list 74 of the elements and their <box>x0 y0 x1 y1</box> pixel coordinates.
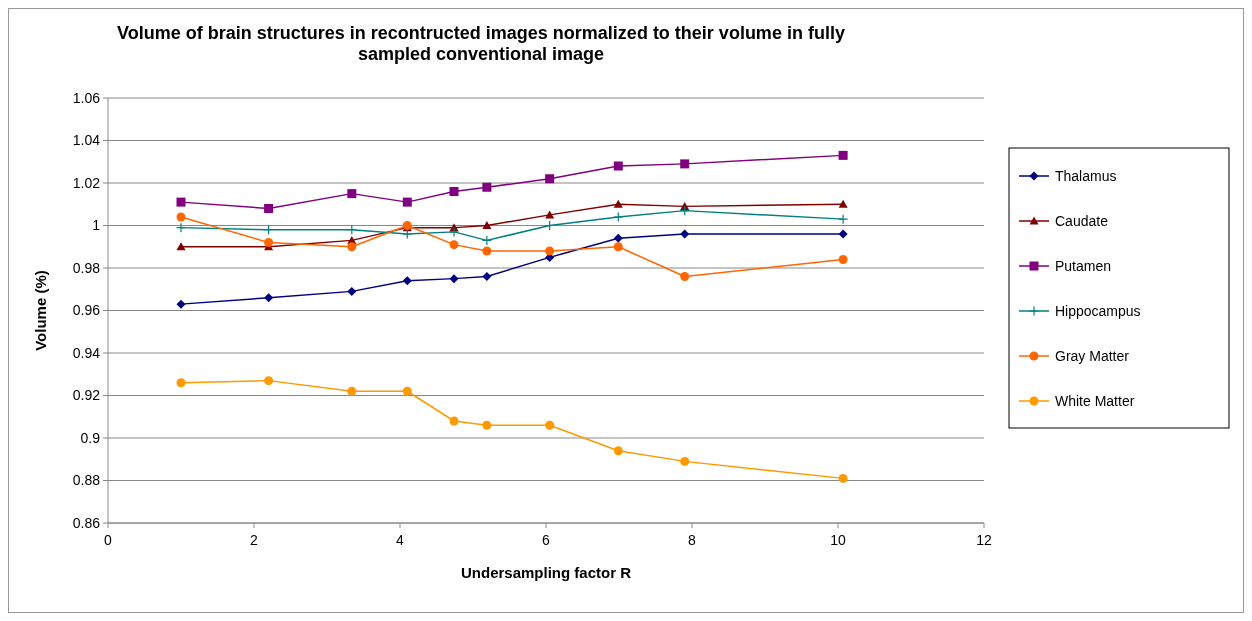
point <box>347 386 357 396</box>
point <box>838 229 848 239</box>
point <box>449 240 459 250</box>
point <box>613 211 624 223</box>
chart-title: Volume of brain structures in recontructed images normalized to their volume in fully sampled conventional image <box>116 23 846 65</box>
point <box>175 222 187 233</box>
x-tick-label: 6 <box>542 532 551 548</box>
legend-label: Putamen <box>1055 257 1112 274</box>
point <box>613 233 623 243</box>
point <box>449 187 459 196</box>
y-tick-label: 1 <box>92 217 101 234</box>
y-tick-label: 0.88 <box>72 472 101 489</box>
y-tick-label: 0.86 <box>72 514 101 531</box>
y-tick-label: 1.04 <box>72 132 101 149</box>
x-tick-label: 4 <box>396 532 405 548</box>
x-tick-label: 10 <box>830 532 846 548</box>
x-tick-label: 2 <box>250 532 259 548</box>
y-tick-label: 0.96 <box>72 302 101 319</box>
point <box>176 299 186 309</box>
point <box>449 274 459 284</box>
point <box>613 199 623 208</box>
point <box>449 416 459 426</box>
legend-label: Thalamus <box>1055 167 1117 184</box>
point <box>838 199 848 208</box>
y-tick-label: 0.98 <box>72 259 101 276</box>
point <box>402 386 412 396</box>
point <box>838 255 848 264</box>
y-axis-title: Volume (%) <box>32 270 49 351</box>
point <box>613 161 623 171</box>
point <box>482 420 492 430</box>
point <box>482 246 492 256</box>
legend-label: Hippocampus <box>1055 302 1141 319</box>
point <box>545 420 555 430</box>
point <box>838 473 848 483</box>
y-tick-label: 0.94 <box>72 344 101 361</box>
y-tick-label: 0.9 <box>80 429 101 446</box>
point <box>482 272 492 281</box>
legend-label: White Matter <box>1055 392 1135 409</box>
point <box>402 276 412 286</box>
point <box>482 182 492 192</box>
x-axis-title: Undersampling factor R <box>460 564 632 581</box>
point <box>176 197 186 207</box>
y-tick-label: 0.92 <box>72 387 101 404</box>
point <box>545 246 555 256</box>
point <box>680 159 690 169</box>
point <box>838 150 848 160</box>
point <box>680 201 690 210</box>
point <box>613 242 623 252</box>
x-tick-label: 12 <box>976 532 992 548</box>
point <box>448 226 460 237</box>
point <box>680 272 690 281</box>
point <box>838 214 849 225</box>
point <box>264 238 274 247</box>
point <box>176 378 186 388</box>
point <box>347 286 357 296</box>
point <box>680 456 690 466</box>
legend-label: Gray Matter <box>1055 347 1130 364</box>
point <box>264 204 274 213</box>
point <box>402 197 412 207</box>
point <box>482 221 492 230</box>
point <box>481 235 492 246</box>
point <box>176 212 186 222</box>
point <box>347 189 357 199</box>
legend-label: Caudate <box>1055 212 1109 229</box>
y-tick-label: 1.02 <box>72 174 101 191</box>
point <box>264 376 274 386</box>
point <box>545 174 555 184</box>
y-tick-label: 1.06 <box>72 89 101 106</box>
x-tick-label: 0 <box>104 532 113 548</box>
point <box>680 229 690 239</box>
point <box>613 446 623 456</box>
x-tick-label: 8 <box>688 532 697 548</box>
point <box>264 293 274 303</box>
point <box>347 242 357 252</box>
